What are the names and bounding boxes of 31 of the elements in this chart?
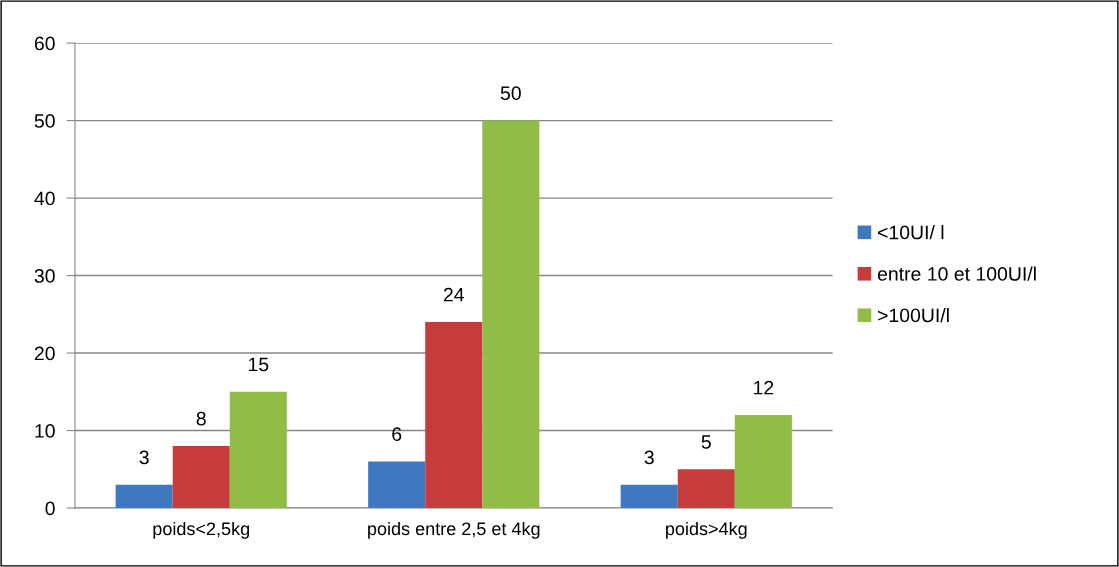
bar bbox=[229, 391, 287, 509]
y-tick-label: 20 bbox=[34, 346, 55, 361]
bar bbox=[677, 469, 735, 509]
bar bbox=[115, 484, 173, 509]
data-label: 24 bbox=[443, 287, 464, 302]
y-tick-label: 0 bbox=[45, 501, 55, 516]
y-tick-label: 10 bbox=[35, 424, 55, 438]
bar bbox=[425, 322, 483, 509]
data-label: 6 bbox=[392, 427, 402, 442]
data-label: 3 bbox=[139, 450, 149, 465]
bar bbox=[734, 415, 792, 509]
data-label: 50 bbox=[500, 86, 521, 101]
y-tick-label: 40 bbox=[34, 191, 55, 206]
y-tick-label: 30 bbox=[34, 269, 55, 283]
data-label: 8 bbox=[196, 411, 206, 426]
bar bbox=[172, 446, 230, 509]
bar bbox=[368, 461, 426, 509]
data-label: 5 bbox=[701, 435, 711, 449]
legend-label: <10UI/ l bbox=[878, 225, 944, 240]
bar bbox=[620, 484, 678, 509]
x-tick-label: poids>4kg bbox=[666, 521, 747, 539]
x-tick-label: poids entre 2,5 et 4kg bbox=[368, 521, 540, 539]
legend-label: entre 10 et 100UI/l bbox=[877, 266, 1036, 281]
legend-label: >100UI/l bbox=[878, 307, 949, 323]
bar bbox=[482, 120, 540, 509]
data-label: 3 bbox=[644, 450, 654, 465]
data-label: 12 bbox=[754, 380, 774, 395]
x-tick-label: poids<2,5kg bbox=[153, 521, 250, 539]
y-tick-label: 50 bbox=[34, 114, 55, 128]
y-tick-label: 60 bbox=[34, 36, 55, 51]
data-label: 15 bbox=[248, 357, 269, 372]
